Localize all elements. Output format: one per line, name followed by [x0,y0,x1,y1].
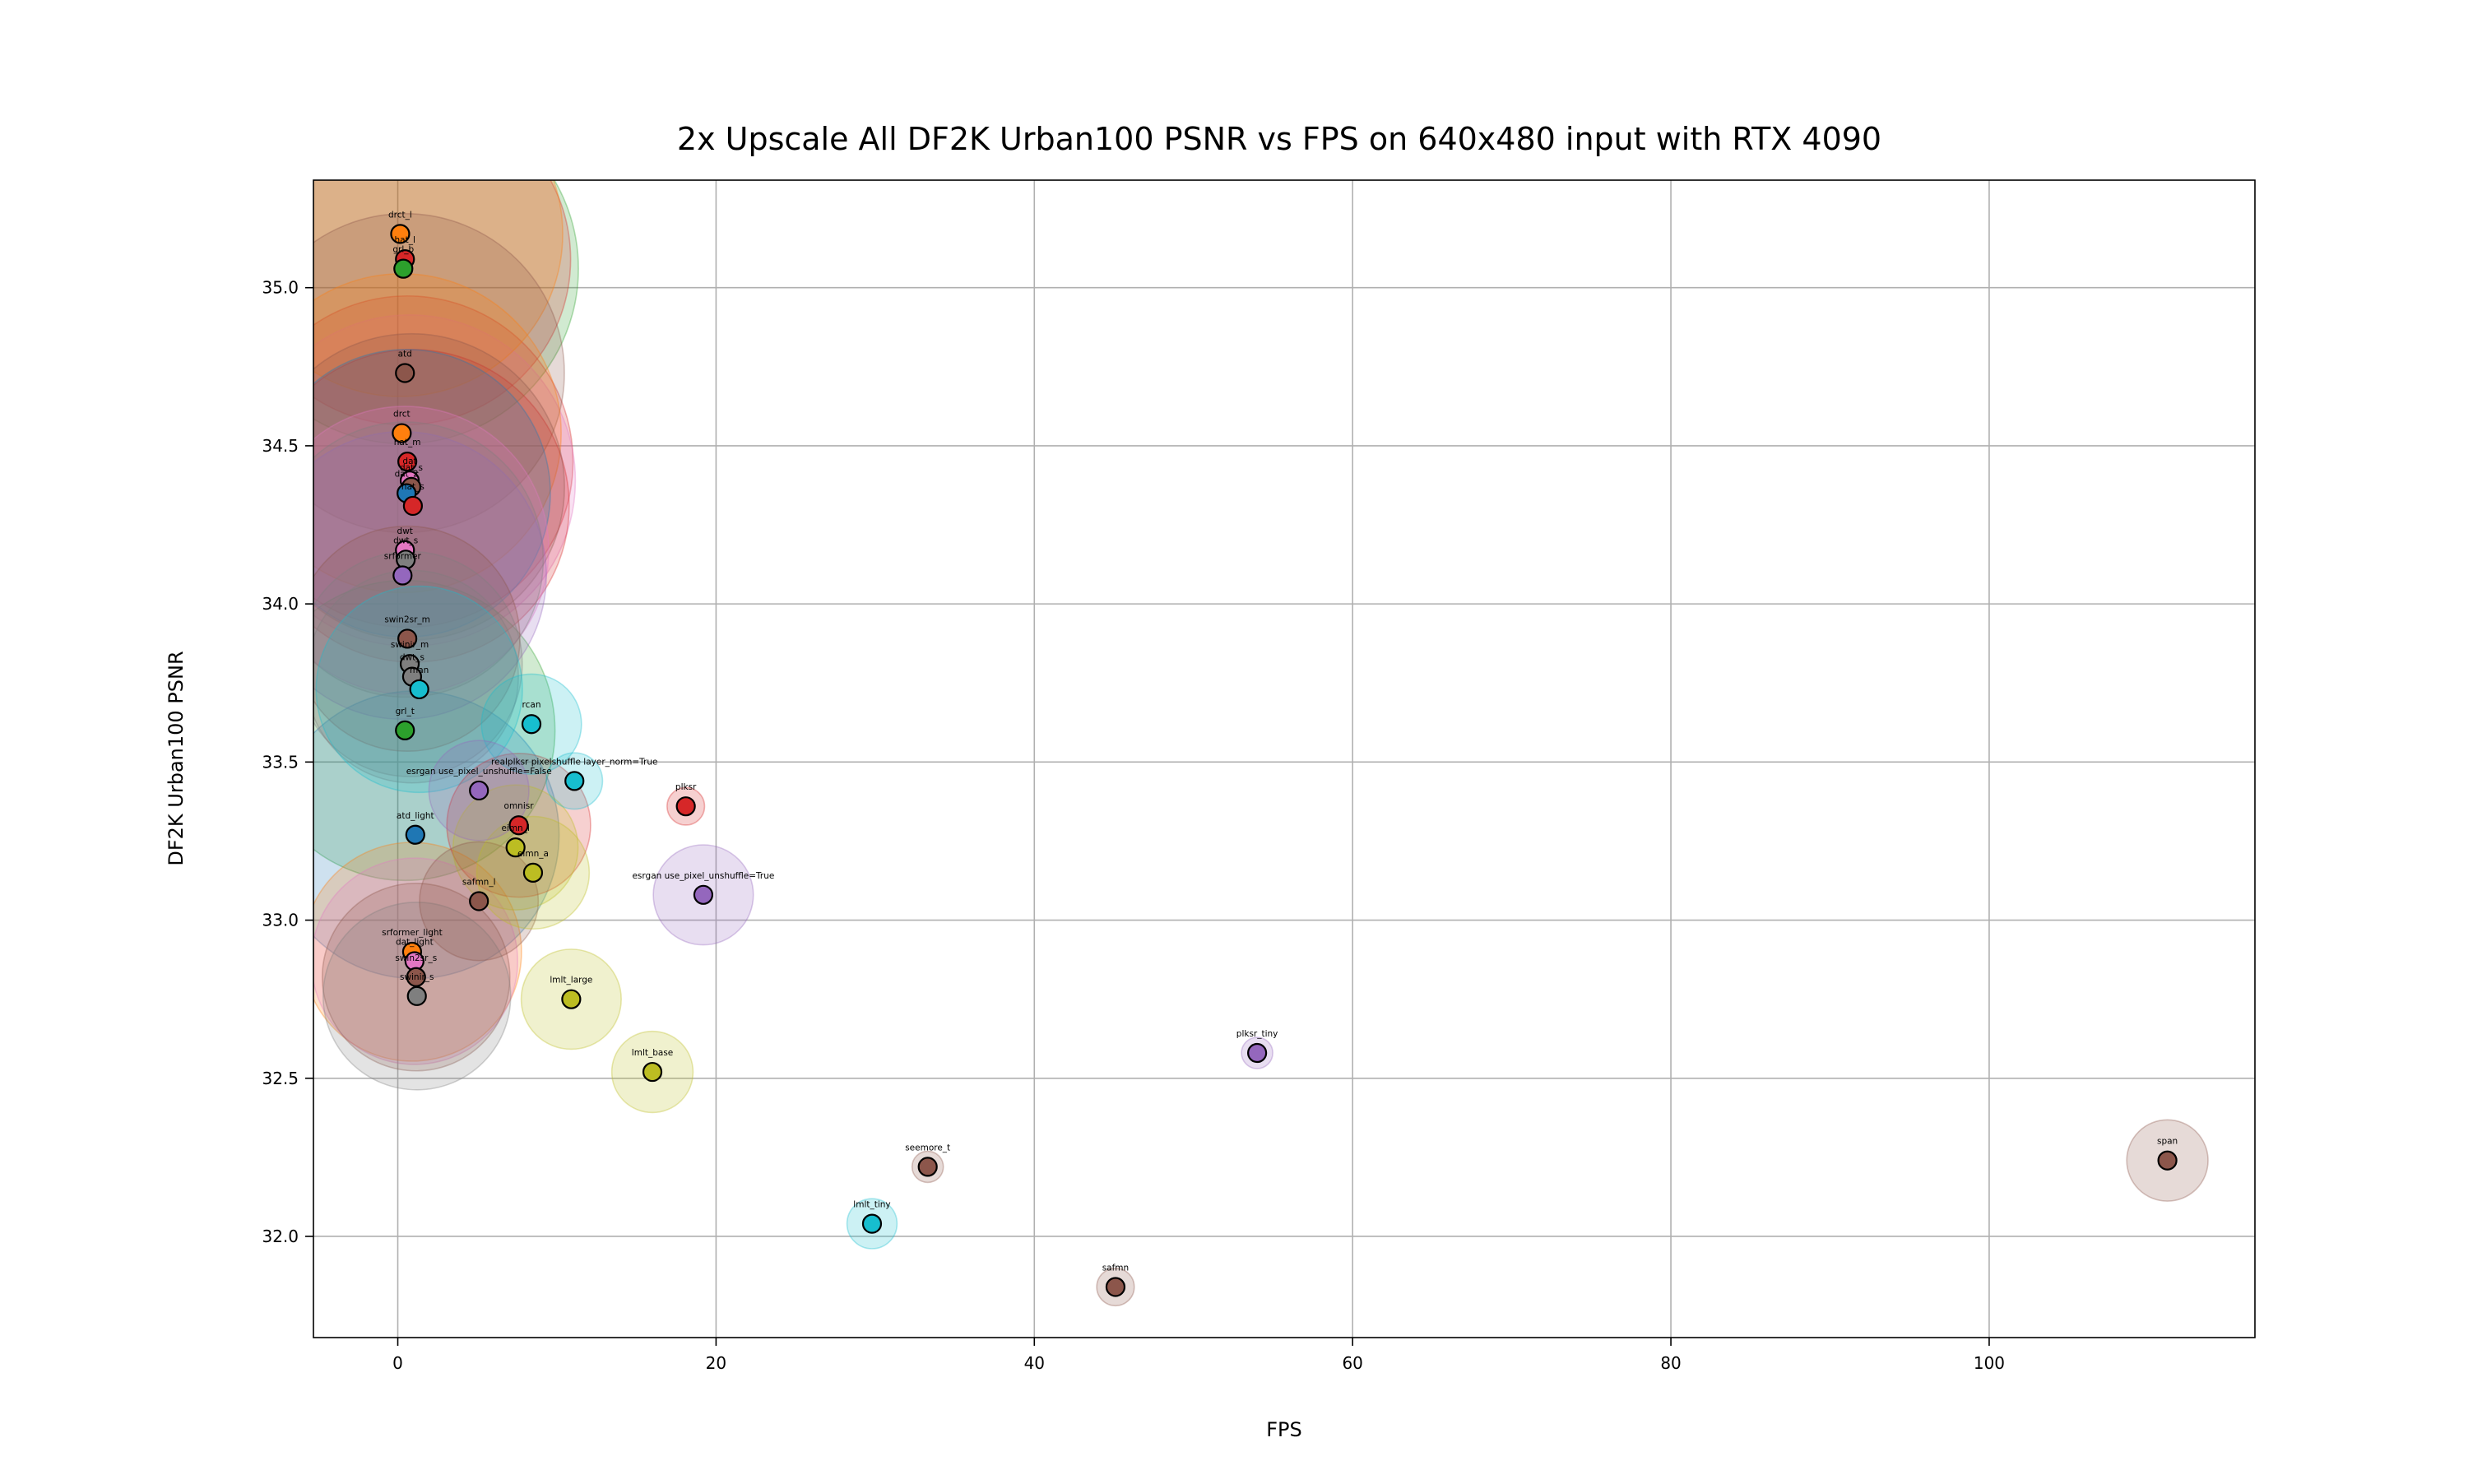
point-bubble [313,212,565,534]
point-bubble [313,421,545,698]
point-marker [402,495,424,517]
point-marker [397,628,418,649]
point-marker [2157,1150,2178,1171]
point-label: esrgan use_pixel_unshuffle=False [406,767,552,777]
x-axis-label: FPS [1266,1418,1302,1441]
point-marker [675,796,696,817]
point-marker [521,714,542,735]
y-tick-label: 34.5 [262,436,299,456]
point-marker [392,565,413,586]
point-label: hat_m [394,438,421,448]
point-label: plksr_tiny [1236,1029,1278,1039]
point-label: span [2157,1137,2178,1147]
point-marker [397,452,418,472]
point-bubble [313,295,574,628]
point-marker [564,771,585,791]
y-tick-label: 33.0 [262,911,299,930]
point-label: dwt_s [400,653,424,663]
point-label: dat_s [400,463,423,473]
point-label: man [410,665,429,675]
x-tick-label: 0 [392,1353,403,1373]
point-marker [642,1061,663,1083]
plot-frame [313,179,2256,1338]
point-label: dat [402,457,416,466]
x-tick-label: 100 [1974,1353,2005,1373]
point-label: dat_light [396,938,434,948]
point-label: safmn_l [462,877,496,887]
point-label: srformer [384,552,422,562]
point-label: swin2sr_s [395,953,437,963]
bubble-layer [313,180,2209,1307]
point-label: swinir_m [391,640,429,650]
point-label: swin2sr_m [384,614,430,624]
point-marker [469,780,489,801]
point-marker [395,720,415,741]
point-label: swinir_s [400,972,434,982]
x-tick-label: 60 [1342,1353,1362,1373]
point-marker [390,224,411,244]
point-label: seemore_t [905,1143,950,1152]
point-marker [861,1213,883,1234]
point-marker [1247,1042,1268,1064]
point-marker [693,884,714,905]
x-tick-label: 20 [706,1353,726,1373]
point-label: omnisr [504,801,535,811]
point-label: dwt [397,526,413,536]
point-marker [508,815,529,836]
point-label: realplksr pixelshuffle layer_norm=True [491,757,657,767]
point-marker [1105,1277,1126,1297]
point-marker [505,837,526,858]
point-bubble [313,180,564,397]
point-label: lmlt_tiny [853,1200,890,1210]
point-label: eimn_a [517,849,549,859]
point-marker [469,891,489,911]
x-tick-label: 40 [1024,1353,1045,1373]
point-marker [392,423,412,443]
y-tick-label: 32.0 [262,1227,299,1246]
point-label: plksr [675,782,697,792]
point-label: dwt_s [393,536,418,545]
point-marker [393,258,414,279]
marker-layer [390,224,2178,1297]
point-marker [405,824,425,845]
tick-layer: 0 20 40 60 80 100 32.0 32.5 33.0 33.5 34.0 34.5 35.0 [262,278,2005,1373]
point-label: lmlt_base [632,1048,673,1058]
point-label: atd_light [397,811,434,821]
point-label: grl_t [396,707,415,716]
point-bubble [313,180,579,445]
point-label: grl_b [392,245,414,255]
grid-layer [313,180,2255,1338]
point-marker [409,679,429,700]
point-marker [406,967,426,987]
y-tick-label: 33.5 [262,752,299,772]
point-marker [522,862,544,883]
point-marker [561,989,582,1009]
y-tick-label: 32.5 [262,1069,299,1088]
point-label: eimn_l [501,823,529,833]
y-axis-label: DF2K Urban100 PSNR [165,651,188,865]
point-marker [395,363,415,383]
point-marker [917,1157,938,1177]
point-label: atd [398,350,412,359]
point-bubble [313,406,550,695]
point-marker [406,985,427,1006]
point-label: esrgan use_pixel_unshuffle=True [632,871,774,881]
point-label: hat_l [395,235,415,245]
point-label: safmn [1102,1263,1129,1273]
y-tick-label: 35.0 [262,278,299,298]
point-label: srformer_light [382,928,443,938]
point-label: lmlt_large [550,976,592,985]
point-label: drct [393,410,411,420]
y-tick-label: 34.0 [262,594,299,614]
point-label-layer: drct_lhat_lgrl_batddrcthat_mdatdat_sdat_… [382,210,2178,1273]
point-label: hat_s [401,482,424,492]
point-label: rcan [522,700,541,710]
point-label: dat_2 [395,470,419,480]
chart-title: 2x Upscale All DF2K Urban100 PSNR vs FPS… [677,121,1881,157]
x-tick-label: 80 [1660,1353,1681,1373]
point-label: drct_l [388,210,412,220]
